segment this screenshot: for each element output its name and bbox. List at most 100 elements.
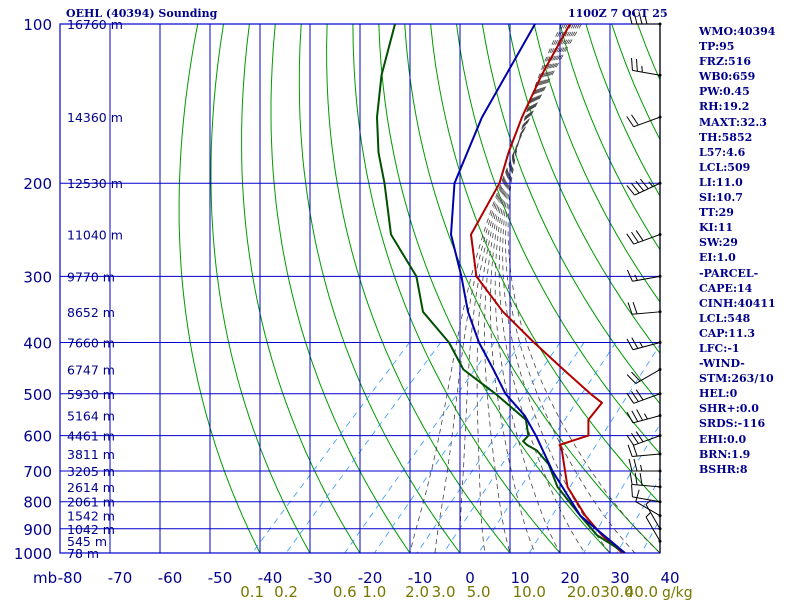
wind-barb: [626, 431, 662, 446]
dry-adiabat-line: [430, 24, 660, 504]
moist-adiabat-line: [505, 24, 636, 553]
wind-barb: [627, 444, 662, 457]
temperature-tick-label: -10: [408, 569, 433, 587]
height-label: 6747 m: [67, 363, 115, 378]
height-label: 1042 m: [67, 522, 115, 537]
temperature-tick-label: -60: [158, 569, 183, 587]
stat-line: SHR+:0.0: [699, 402, 759, 416]
mixing-ratio-label: 3.0: [432, 583, 456, 600]
stat-line: L57:4.6: [699, 145, 746, 159]
wind-barb: [635, 489, 662, 518]
temperature-tick-label: 20: [560, 569, 579, 587]
temperature-tick-label: -30: [308, 569, 333, 587]
stat-line: LCL:509: [699, 160, 751, 174]
pressure-tick-label: 400: [23, 334, 52, 352]
wind-barb: [627, 301, 662, 315]
wind-barb: [631, 58, 662, 77]
mixing-ratio-line: [285, 342, 441, 553]
stat-line: PW:0.45: [699, 85, 750, 99]
stat-line: -PARCEL-: [699, 266, 759, 280]
dry-adiabat-line: [270, 24, 411, 553]
chart-datetime: 1100Z 7 OCT 25: [568, 7, 668, 20]
mixing-ratio-label: 20.0: [567, 583, 600, 600]
stat-line: MAXT:32.3: [699, 115, 767, 129]
moist-adiabat-line: [502, 24, 611, 553]
mixing-ratio-label: 0.6: [333, 583, 357, 600]
wind-barbs: [626, 11, 662, 553]
moist-adiabat-line: [494, 24, 570, 553]
height-label: 545 m: [67, 534, 107, 549]
mixing-ratio-label: 0.2: [274, 583, 298, 600]
temperature-tick-label: -20: [358, 569, 383, 587]
wind-barb: [626, 368, 662, 384]
stat-line: CAPE:14: [699, 281, 753, 295]
grid: [59, 23, 661, 554]
height-label: 16760 m: [67, 17, 123, 32]
height-label: 3811 m: [67, 447, 115, 462]
mixing-ratio-line: [583, 423, 660, 553]
mixing-ratio-lines: [251, 342, 660, 553]
stat-line: CINH:40411: [699, 296, 776, 310]
height-labels: 16760 m 14360 m 12530 m 11040 m 9770 m 8652 m…: [67, 17, 123, 561]
dry-adiabats: [178, 24, 660, 553]
mixing-ratio-label: 40.0: [625, 583, 658, 600]
wind-barb: [626, 409, 662, 424]
pressure-tick-label: 100: [23, 16, 52, 34]
dry-adiabat-line: [298, 24, 461, 553]
pressure-tick-label: 700: [23, 463, 52, 481]
wind-barb: [626, 269, 662, 282]
dewpoint-profile-line: [376, 24, 626, 553]
dry-adiabat-line: [456, 24, 660, 455]
stat-line: -WIND-: [699, 357, 745, 371]
temperature-tick-label: -40: [258, 569, 283, 587]
moist-adiabat-line: [476, 24, 576, 553]
wind-barb: [628, 458, 662, 473]
stat-line: BRN:1.9: [699, 447, 751, 461]
dry-adiabat-line: [241, 24, 361, 553]
height-label: 9770 m: [67, 269, 115, 284]
height-label: 8652 m: [67, 305, 115, 320]
moist-adiabat-line: [490, 24, 572, 553]
moist-adiabat-line: [507, 24, 660, 553]
pressure-tick-label: 800: [23, 494, 52, 512]
height-label: 5930 m: [67, 387, 115, 402]
mixing-ratio-label: 30.0: [600, 583, 633, 600]
stat-line: HEL:0: [699, 387, 738, 401]
temperature-tick-label: -70: [108, 569, 133, 587]
height-label: 14360 m: [67, 110, 123, 125]
height-label: 2061 m: [67, 495, 115, 510]
dry-adiabat-line: [481, 24, 660, 405]
temperature-tick-label: -50: [208, 569, 233, 587]
stat-line: CAP:11.3: [699, 326, 756, 340]
stat-line: STM:263/10: [699, 372, 774, 386]
mixing-ratio-label: 1.0: [362, 583, 386, 600]
wind-barb: [626, 230, 662, 245]
temperature-tick-label: 10: [510, 569, 529, 587]
moist-adiabat-line: [434, 24, 580, 553]
stat-line: SW:29: [699, 236, 738, 250]
moist-adiabat-line: [409, 24, 582, 553]
height-label: 2614 m: [67, 480, 115, 495]
mixing-ratio-line: [416, 342, 561, 553]
dry-adiabat-line: [533, 24, 660, 303]
stat-line: SRDS:-116: [699, 417, 766, 431]
temperature-tick-label: 0: [465, 569, 475, 587]
pressure-tick-label: 500: [23, 386, 52, 404]
dry-adiabat-line: [507, 24, 660, 355]
moist-adiabats: [409, 24, 660, 553]
wind-barb: [629, 472, 662, 489]
pressure-tick-label: 900: [23, 521, 52, 539]
moist-adiabat-line: [459, 24, 578, 553]
stat-line: BSHR:8: [699, 462, 748, 476]
stat-line: KI:11: [699, 221, 734, 235]
height-label: 5164 m: [67, 409, 115, 424]
pressure-tick-label: 600: [23, 428, 52, 446]
wind-barb: [626, 114, 662, 128]
mixing-ratio-label: 10.0: [513, 583, 546, 600]
temperature-tick-label: 40: [660, 569, 679, 587]
wind-barb: [626, 337, 662, 351]
mixing-ratio-unit: g/kg: [662, 585, 693, 600]
temperature-tick-label: -80: [58, 569, 83, 587]
stat-line: LFC:-1: [699, 341, 740, 355]
